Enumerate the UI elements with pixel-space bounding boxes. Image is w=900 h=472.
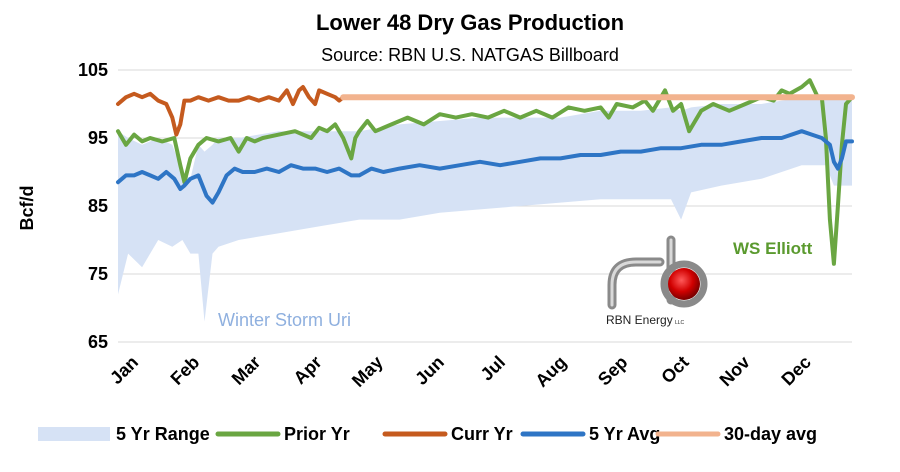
annotation-winter-storm-uri: Winter Storm Uri: [218, 310, 351, 330]
y-tick-75: 75: [88, 264, 108, 284]
x-tick-feb: Feb: [167, 352, 204, 389]
x-tick-labels: Jan Feb Mar Apr May Jun Jul Aug Sep Oct Nov Dec: [106, 352, 815, 391]
legend-label-prior-yr: Prior Yr: [284, 424, 350, 444]
y-tick-labels: 65 75 85 95 105: [78, 60, 108, 352]
range-band-group: [118, 97, 852, 322]
y-axis-label: Bcf/d: [17, 186, 37, 231]
x-tick-mar: Mar: [228, 352, 265, 389]
logo-ball: [668, 268, 700, 300]
x-tick-aug: Aug: [531, 352, 570, 391]
logo-b-ring: [660, 260, 708, 308]
logo-llc: LLC: [675, 320, 685, 326]
legend-swatch-5-yr-range: [38, 427, 110, 441]
x-tick-may: May: [348, 352, 387, 391]
y-tick-85: 85: [88, 196, 108, 216]
y-tick-95: 95: [88, 128, 108, 148]
x-tick-sep: Sep: [594, 352, 631, 389]
series-line-5-yr-avg: [116, 129, 854, 205]
legend-label-5-yr-avg: 5 Yr Avg: [589, 424, 660, 444]
legend-label-curr-yr: Curr Yr: [451, 424, 513, 444]
series-lines: [116, 78, 855, 266]
x-tick-jan: Jan: [106, 352, 142, 388]
x-tick-jun: Jun: [411, 352, 448, 389]
range-band: [118, 97, 852, 322]
legend: 5 Yr Range Prior Yr Curr Yr 5 Yr Avg 30-day …: [38, 424, 817, 444]
logo-r-stroke-inner: [610, 260, 662, 307]
logo-text: RBN Energy: [606, 313, 673, 327]
chart-title: Lower 48 Dry Gas Production: [316, 10, 624, 35]
x-tick-dec: Dec: [777, 352, 814, 389]
x-tick-apr: Apr: [290, 352, 326, 388]
y-tick-105: 105: [78, 60, 108, 80]
legend-label-30-day-avg: 30-day avg: [724, 424, 817, 444]
chart-subtitle: Source: RBN U.S. NATGAS Billboard: [321, 45, 619, 65]
series-line-prior-yr: [116, 78, 854, 266]
annotation-ws-elliott: WS Elliott: [733, 239, 813, 258]
y-tick-65: 65: [88, 332, 108, 352]
x-tick-nov: Nov: [716, 352, 754, 390]
series-line-curr-yr: [116, 85, 346, 137]
legend-label-5-yr-range: 5 Yr Range: [116, 424, 210, 444]
x-tick-oct: Oct: [657, 352, 692, 387]
rbn-logo: RBN Energy LLC: [606, 235, 708, 327]
x-tick-jul: Jul: [477, 352, 510, 385]
